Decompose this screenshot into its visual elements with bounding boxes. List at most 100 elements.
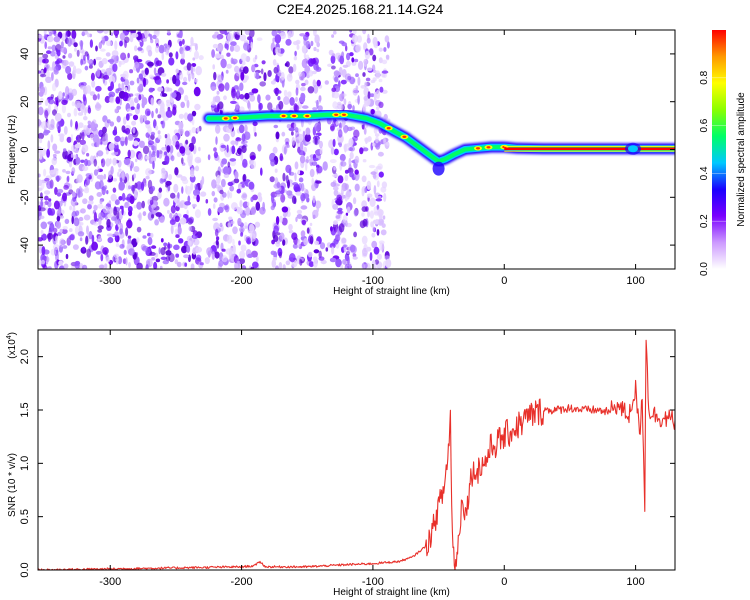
noise-blob bbox=[52, 143, 58, 152]
noise-blob bbox=[96, 68, 101, 78]
noise-blob bbox=[355, 85, 359, 91]
noise-blob bbox=[82, 264, 88, 269]
noise-blob bbox=[74, 225, 80, 235]
noise-blob bbox=[375, 136, 379, 144]
noise-blob bbox=[125, 127, 131, 135]
noise-blob bbox=[261, 60, 266, 65]
noise-blob bbox=[338, 223, 345, 233]
noise-blob bbox=[328, 49, 334, 56]
noise-blob bbox=[383, 47, 387, 52]
noise-blob bbox=[361, 206, 368, 213]
noise-blob bbox=[121, 206, 124, 216]
noise-blob bbox=[242, 158, 248, 168]
colorbar-label: Normalized spectral amplitude bbox=[736, 92, 747, 227]
noise-blob bbox=[231, 145, 236, 155]
noise-blob bbox=[373, 127, 378, 134]
noise-blob bbox=[211, 190, 216, 197]
noise-blob bbox=[279, 232, 285, 241]
x-tick-label: 0 bbox=[501, 275, 507, 287]
noise-blob bbox=[56, 188, 64, 194]
noise-blob bbox=[115, 96, 121, 104]
noise-blob bbox=[124, 202, 129, 208]
noise-blob bbox=[325, 247, 329, 252]
noise-blob bbox=[51, 157, 58, 166]
noise-blob bbox=[361, 212, 365, 217]
noise-blob bbox=[109, 58, 115, 65]
noise-blob bbox=[103, 173, 107, 180]
noise-blob bbox=[232, 244, 236, 254]
noise-blob bbox=[221, 248, 226, 252]
noise-blob bbox=[333, 189, 339, 197]
noise-blob bbox=[194, 103, 201, 111]
noise-blob bbox=[298, 96, 306, 103]
noise-blob bbox=[56, 215, 61, 222]
noise-blob bbox=[124, 40, 127, 48]
noise-blob bbox=[50, 134, 54, 143]
noise-blob bbox=[267, 102, 273, 111]
ridge-hotspot-core bbox=[402, 135, 407, 138]
noise-blob bbox=[191, 126, 197, 134]
noise-blob bbox=[181, 245, 188, 254]
noise-blob bbox=[160, 238, 164, 243]
noise-blob bbox=[305, 141, 311, 145]
noise-blob bbox=[64, 91, 68, 97]
noise-blob bbox=[88, 200, 94, 205]
noise-blob bbox=[179, 217, 187, 225]
noise-blob bbox=[330, 181, 337, 188]
noise-blob bbox=[260, 167, 263, 176]
noise-blob bbox=[249, 233, 256, 243]
noise-blob bbox=[238, 240, 241, 246]
noise-blob bbox=[312, 157, 319, 162]
noise-blob bbox=[47, 140, 51, 150]
noise-blob bbox=[135, 158, 138, 163]
noise-blob bbox=[142, 245, 149, 252]
noise-blob bbox=[116, 105, 122, 110]
noise-blob bbox=[226, 52, 231, 57]
noise-blob bbox=[340, 264, 344, 269]
signal-ridge bbox=[203, 109, 675, 176]
noise-blob bbox=[112, 129, 118, 136]
noise-blob bbox=[40, 259, 46, 265]
noise-blob bbox=[98, 41, 103, 50]
noise-blob bbox=[40, 180, 45, 190]
noise-blob bbox=[331, 246, 335, 255]
noise-blob bbox=[166, 44, 171, 51]
noise-blob bbox=[62, 59, 69, 66]
noise-blob bbox=[78, 216, 84, 222]
noise-blob bbox=[154, 219, 160, 226]
noise-blob bbox=[349, 30, 353, 33]
noise-blob bbox=[182, 81, 188, 86]
ridge-hotspot-core bbox=[476, 147, 480, 150]
noise-blob bbox=[279, 153, 283, 162]
noise-blob bbox=[201, 176, 205, 185]
noise-blob bbox=[53, 200, 60, 210]
noise-blob bbox=[109, 96, 115, 104]
noise-blob bbox=[38, 34, 43, 39]
noise-blob bbox=[136, 226, 142, 233]
noise-blob bbox=[174, 215, 180, 223]
noise-blob bbox=[257, 144, 262, 152]
noise-blob bbox=[38, 173, 41, 178]
noise-blob bbox=[80, 81, 87, 87]
noise-blob bbox=[245, 75, 249, 81]
noise-blob bbox=[272, 201, 277, 208]
noise-blob bbox=[56, 175, 60, 182]
noise-blob bbox=[185, 45, 191, 51]
noise-blob bbox=[135, 237, 140, 244]
noise-blob bbox=[336, 194, 343, 201]
y-axis-label: Frequency (Hz) bbox=[7, 115, 18, 184]
noise-blob bbox=[221, 158, 228, 165]
noise-blob bbox=[295, 87, 299, 96]
noise-blob bbox=[42, 264, 48, 269]
noise-blob bbox=[129, 69, 134, 74]
noise-blob bbox=[240, 53, 248, 63]
noise-blob bbox=[237, 147, 242, 155]
noise-blob bbox=[309, 168, 315, 178]
noise-blob bbox=[110, 32, 114, 36]
noise-blob bbox=[250, 155, 256, 160]
noise-blob bbox=[73, 42, 78, 48]
x-tick-label: -200 bbox=[231, 275, 253, 287]
noise-blob bbox=[121, 192, 126, 202]
noise-blob bbox=[316, 48, 320, 53]
noise-blob bbox=[373, 174, 377, 179]
